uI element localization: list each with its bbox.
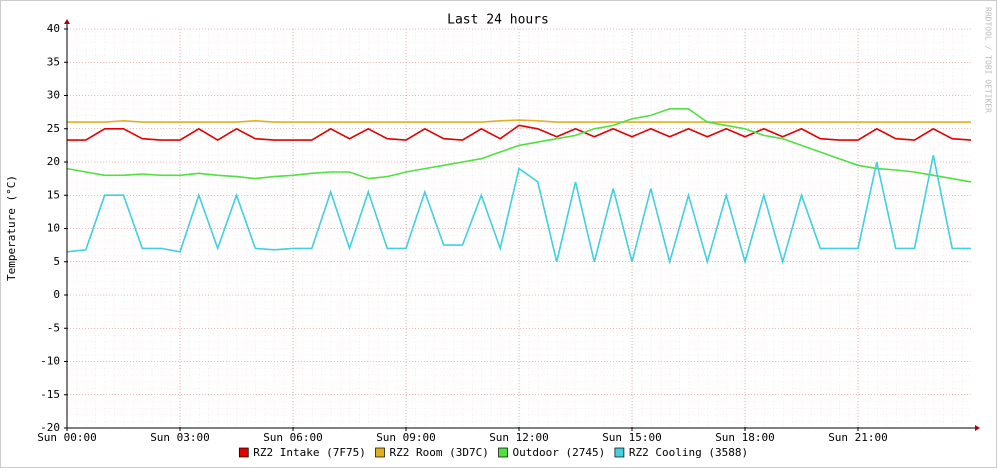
plot <box>66 28 972 429</box>
series-line <box>66 108 972 183</box>
series-line <box>66 155 971 265</box>
x-tick-label: Sun 00:00 <box>37 431 97 444</box>
x-tick-label: Sun 18:00 <box>715 431 775 444</box>
series-line <box>67 124 972 142</box>
x-tick-label: Sun 21:00 <box>828 431 888 444</box>
x-tick-label: Sun 09:00 <box>376 431 436 444</box>
x-tick-label: Sun 12:00 <box>489 431 549 444</box>
chart-title: Last 24 hours <box>447 13 549 28</box>
legend-swatch <box>614 447 625 458</box>
y-tick-label: 5 <box>53 255 60 268</box>
y-tick-label: 30 <box>47 89 60 102</box>
legend-swatch <box>238 447 249 458</box>
series-line <box>67 119 971 123</box>
y-tick-label: -10 <box>40 355 60 368</box>
y-tick-label: 35 <box>47 55 60 68</box>
y-axis-label: Temperature (°C) <box>5 175 18 281</box>
y-tick-label: -15 <box>40 388 60 401</box>
legend-label: RZ2 Intake (7F75) <box>253 446 366 459</box>
legend-label: RZ2 Cooling (3588) <box>629 446 748 459</box>
y-arrow <box>64 19 70 24</box>
y-tick-label: 15 <box>47 188 60 201</box>
x-tick-label: Sun 15:00 <box>602 431 662 444</box>
legend-label: Outdoor (2745) <box>513 446 606 459</box>
legend-swatch <box>375 447 385 458</box>
y-tick-label: 0 <box>53 288 60 301</box>
legend-label: RZ2 Room (3D7C) <box>390 446 489 459</box>
legend-swatch <box>498 447 508 458</box>
y-tick-label: -5 <box>47 321 60 334</box>
x-tick-label: Sun 03:00 <box>150 431 210 444</box>
y-tick-label: 40 <box>47 22 60 35</box>
y-tick-label: 20 <box>47 155 60 168</box>
x-tick-label: Sun 06:00 <box>263 431 323 444</box>
y-tick-label: 10 <box>47 222 60 235</box>
y-tick-label: 25 <box>47 122 60 135</box>
y-tick-label: -20 <box>40 421 60 434</box>
x-arrow <box>975 425 980 431</box>
watermark: RRDTOOL / TOBI OETIKER <box>984 7 993 113</box>
